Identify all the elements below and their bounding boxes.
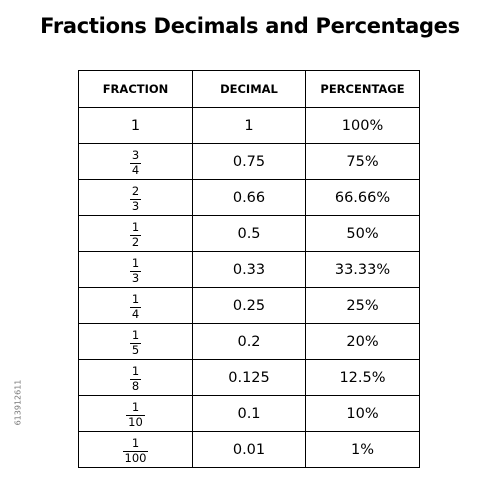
table-row: 1 5 0.2 20% [78,323,420,360]
percentage-cell: 100% [305,107,420,144]
table-row: 2 3 0.66 66.66% [78,179,420,216]
decimal-cell: 0.2 [192,323,306,360]
fraction-whole: 1 [130,117,141,134]
percentage-cell: 1% [305,431,420,468]
fraction-cell: 1 2 [78,215,193,252]
percentage-cell: 12.5% [305,359,420,396]
fraction-cell: 1 10 [78,395,193,432]
table-row: 1 3 0.33 33.33% [78,251,420,288]
fraction-cell: 1 [78,107,193,144]
page-title: Fractions Decimals and Percentages [40,14,460,38]
fraction: 2 3 [129,184,142,213]
fraction: 1 8 [129,364,142,393]
fraction: 1 4 [129,292,142,321]
table-row: 1 1 100% [78,107,420,144]
fraction-bar [129,162,142,164]
fraction-cell: 2 3 [78,179,193,216]
fraction-bar [129,378,142,380]
decimal-cell: 0.66 [192,179,306,216]
table-row: 1 4 0.25 25% [78,287,420,324]
fraction-numerator: 1 [131,220,140,234]
header-percentage: PERCENTAGE [305,70,420,108]
fraction-numerator: 2 [131,184,140,198]
fraction-denominator: 8 [131,378,140,393]
fraction-numerator: 1 [131,436,140,450]
percentage-cell: 50% [305,215,420,252]
percentage-cell: 33.33% [305,251,420,288]
table-row: 1 10 0.1 10% [78,395,420,432]
table-row: 1 100 0.01 1% [78,431,420,468]
fraction-numerator: 1 [131,256,140,270]
fraction-bar [129,270,142,272]
fraction: 1 3 [129,256,142,285]
fraction-bar [126,414,145,416]
fraction-denominator: 4 [131,162,140,177]
header-decimal: DECIMAL [192,70,306,108]
fraction-numerator: 1 [131,292,140,306]
fraction-denominator: 3 [131,198,140,213]
fraction: 1 10 [126,400,145,429]
table-row: 1 8 0.125 12.5% [78,359,420,396]
fraction-bar [129,342,142,344]
percentage-cell: 75% [305,143,420,180]
decimal-cell: 0.01 [192,431,306,468]
fraction: 3 4 [129,148,142,177]
conversion-table-container: FRACTION DECIMAL PERCENTAGE 1 1 100% 3 4 [78,70,420,468]
fraction-cell: 1 100 [78,431,193,468]
fraction-cell: 3 4 [78,143,193,180]
fraction-denominator: 3 [131,270,140,285]
percentage-cell: 20% [305,323,420,360]
fraction-denominator: 100 [124,450,147,465]
decimal-cell: 0.25 [192,287,306,324]
fraction-numerator: 1 [131,400,140,414]
fraction-denominator: 2 [131,234,140,249]
fraction-numerator: 1 [131,364,140,378]
table-header-row: FRACTION DECIMAL PERCENTAGE [78,70,420,108]
fraction: 1 5 [129,328,142,357]
fraction-bar [122,450,149,452]
header-fraction: FRACTION [78,70,193,108]
fraction-numerator: 1 [131,328,140,342]
conversion-table: FRACTION DECIMAL PERCENTAGE 1 1 100% 3 4 [78,70,420,468]
fraction: 1 100 [122,436,149,465]
decimal-cell: 0.5 [192,215,306,252]
fraction-bar [129,306,142,308]
fraction-cell: 1 5 [78,323,193,360]
fraction-denominator: 5 [131,342,140,357]
decimal-cell: 0.1 [192,395,306,432]
percentage-cell: 66.66% [305,179,420,216]
table-row: 1 2 0.5 50% [78,215,420,252]
fraction-cell: 1 3 [78,251,193,288]
fraction-cell: 1 8 [78,359,193,396]
fraction: 1 2 [129,220,142,249]
table-row: 3 4 0.75 75% [78,143,420,180]
fraction-cell: 1 4 [78,287,193,324]
fraction-bar [129,198,142,200]
fraction-denominator: 10 [128,414,143,429]
fraction-bar [129,234,142,236]
decimal-cell: 1 [192,107,306,144]
percentage-cell: 10% [305,395,420,432]
percentage-cell: 25% [305,287,420,324]
decimal-cell: 0.75 [192,143,306,180]
fraction-numerator: 3 [131,148,140,162]
decimal-cell: 0.33 [192,251,306,288]
decimal-cell: 0.125 [192,359,306,396]
fraction-denominator: 4 [131,306,140,321]
watermark-id: 613912611 [13,379,23,426]
